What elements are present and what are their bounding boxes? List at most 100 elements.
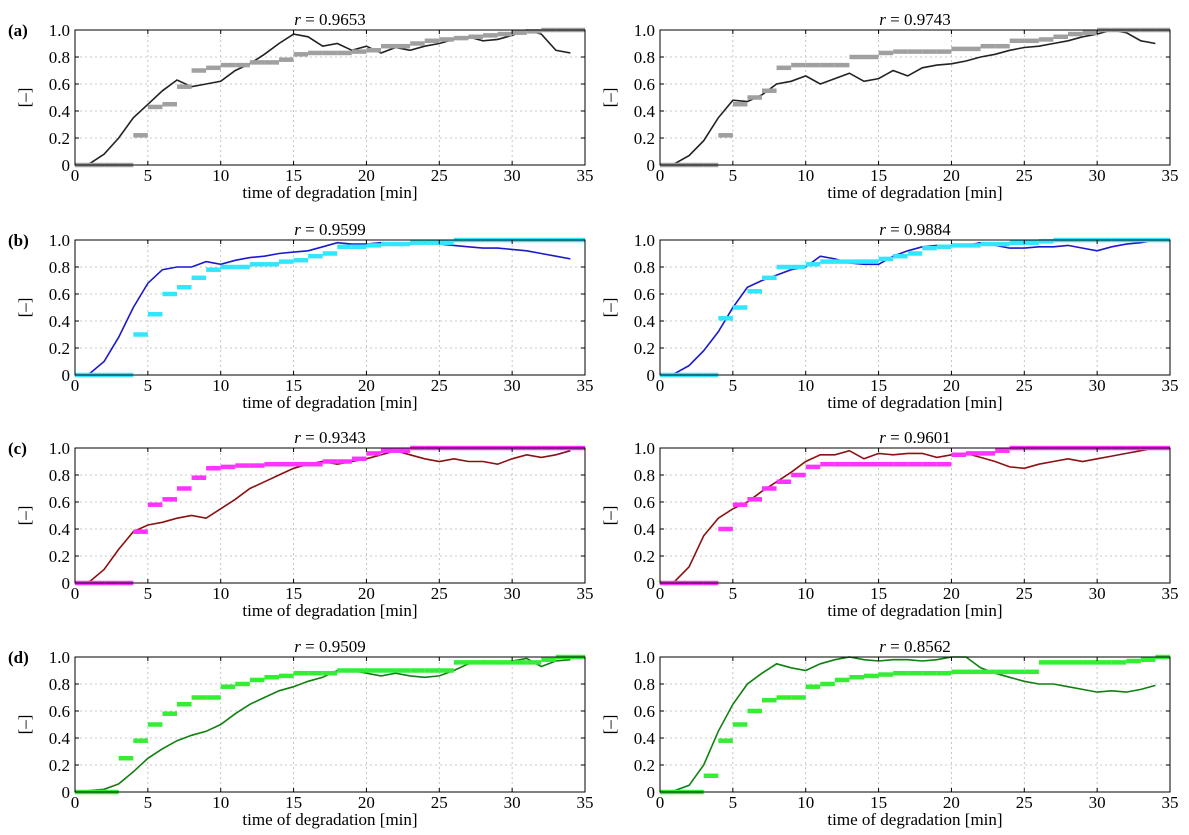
y-axis-label: [–] — [15, 506, 34, 526]
x-tick-label: 5 — [144, 166, 153, 185]
y-tick-label: 0.6 — [634, 702, 655, 721]
y-tick-label: 0 — [647, 366, 656, 385]
x-axis-label: time of degradation [min] — [827, 393, 1002, 412]
x-tick-label: 35 — [577, 793, 594, 812]
y-tick-label: 0 — [647, 783, 656, 802]
title-value: = 0.9653 — [301, 10, 366, 29]
title-r: r — [294, 637, 301, 656]
x-tick-label: 30 — [504, 793, 521, 812]
x-tick-label: 10 — [212, 584, 229, 603]
title-r: r — [879, 220, 886, 239]
y-tick-label: 0.2 — [49, 547, 70, 566]
x-axis-label: time of degradation [min] — [242, 810, 417, 829]
series-line — [659, 239, 1156, 376]
x-tick-label: 10 — [797, 793, 814, 812]
x-axis-label: time of degradation [min] — [827, 183, 1002, 202]
title-value: = 0.9599 — [301, 220, 366, 239]
y-tick-label: 0.8 — [634, 48, 655, 67]
y-tick-label: 0 — [647, 156, 656, 175]
x-tick-label: 25 — [431, 166, 448, 185]
title-value: = 0.9343 — [301, 428, 366, 447]
title-value: = 0.9509 — [301, 637, 366, 656]
y-tick-label: 0.4 — [49, 729, 71, 748]
series-line — [74, 449, 571, 584]
x-tick-label: 35 — [577, 584, 594, 603]
x-tick-label: 5 — [729, 793, 738, 812]
x-tick-label: 25 — [431, 584, 448, 603]
y-tick-label: 0.2 — [49, 756, 70, 775]
x-tick-label: 35 — [1162, 166, 1179, 185]
chart-title: r = 0.9743 — [879, 10, 950, 29]
y-tick-label: 0.6 — [49, 75, 70, 94]
y-tick-label: 0.8 — [634, 675, 655, 694]
x-tick-label: 25 — [1016, 376, 1033, 395]
y-axis-label: [–] — [600, 88, 619, 108]
x-tick-label: 30 — [504, 166, 521, 185]
series-line — [659, 447, 1156, 584]
x-axis-label: time of degradation [min] — [242, 601, 417, 620]
x-tick-label: 15 — [285, 166, 302, 185]
y-tick-label: 0.2 — [634, 129, 655, 148]
x-tick-label: 35 — [577, 166, 594, 185]
plot-frame — [659, 656, 1171, 793]
y-tick-label: 0.2 — [634, 547, 655, 566]
title-r: r — [879, 428, 886, 447]
y-tick-label: 1.0 — [634, 21, 655, 40]
x-tick-label: 30 — [504, 376, 521, 395]
title-value: = 0.9743 — [886, 10, 951, 29]
x-tick-label: 25 — [1016, 166, 1033, 185]
y-tick-label: 0.4 — [49, 520, 71, 539]
x-tick-label: 15 — [285, 584, 302, 603]
x-axis-label: time of degradation [min] — [242, 393, 417, 412]
x-tick-label: 0 — [656, 166, 665, 185]
x-tick-label: 15 — [870, 584, 887, 603]
plot-frame — [74, 29, 586, 166]
x-tick-label: 30 — [504, 584, 521, 603]
row-label: (c) — [8, 439, 27, 458]
series-line — [74, 29, 571, 166]
y-tick-label: 0 — [62, 366, 71, 385]
y-tick-label: 0 — [62, 574, 71, 593]
x-axis-label: time of degradation [min] — [827, 810, 1002, 829]
y-tick-label: 1.0 — [634, 439, 655, 458]
x-tick-label: 15 — [870, 376, 887, 395]
x-tick-label: 20 — [358, 166, 375, 185]
y-axis-label: [–] — [600, 715, 619, 735]
y-tick-label: 0.6 — [634, 75, 655, 94]
x-tick-label: 0 — [656, 584, 665, 603]
chart-title: r = 0.9509 — [294, 637, 365, 656]
x-tick-label: 15 — [870, 793, 887, 812]
x-tick-label: 25 — [1016, 793, 1033, 812]
x-tick-label: 20 — [943, 584, 960, 603]
title-r: r — [294, 220, 301, 239]
y-tick-label: 0.6 — [634, 285, 655, 304]
y-axis-label: [–] — [600, 506, 619, 526]
x-tick-label: 20 — [943, 166, 960, 185]
x-tick-label: 5 — [729, 376, 738, 395]
x-tick-label: 15 — [870, 166, 887, 185]
y-tick-label: 0.4 — [634, 520, 656, 539]
x-tick-label: 0 — [656, 376, 665, 395]
y-tick-label: 0.6 — [49, 493, 70, 512]
chart-title: r = 0.9653 — [294, 10, 365, 29]
x-tick-label: 5 — [144, 584, 153, 603]
y-tick-label: 0 — [62, 783, 71, 802]
y-tick-label: 0.8 — [49, 466, 70, 485]
plot-frame — [74, 447, 586, 584]
y-tick-label: 0.4 — [49, 102, 71, 121]
x-tick-label: 35 — [577, 376, 594, 395]
x-tick-label: 0 — [71, 166, 80, 185]
row-label: (d) — [8, 648, 29, 667]
y-tick-label: 0.4 — [634, 102, 656, 121]
y-tick-label: 0.6 — [49, 702, 70, 721]
x-tick-label: 10 — [797, 376, 814, 395]
title-value: = 0.9601 — [886, 428, 951, 447]
plot-frame — [659, 29, 1171, 166]
x-tick-label: 15 — [285, 376, 302, 395]
